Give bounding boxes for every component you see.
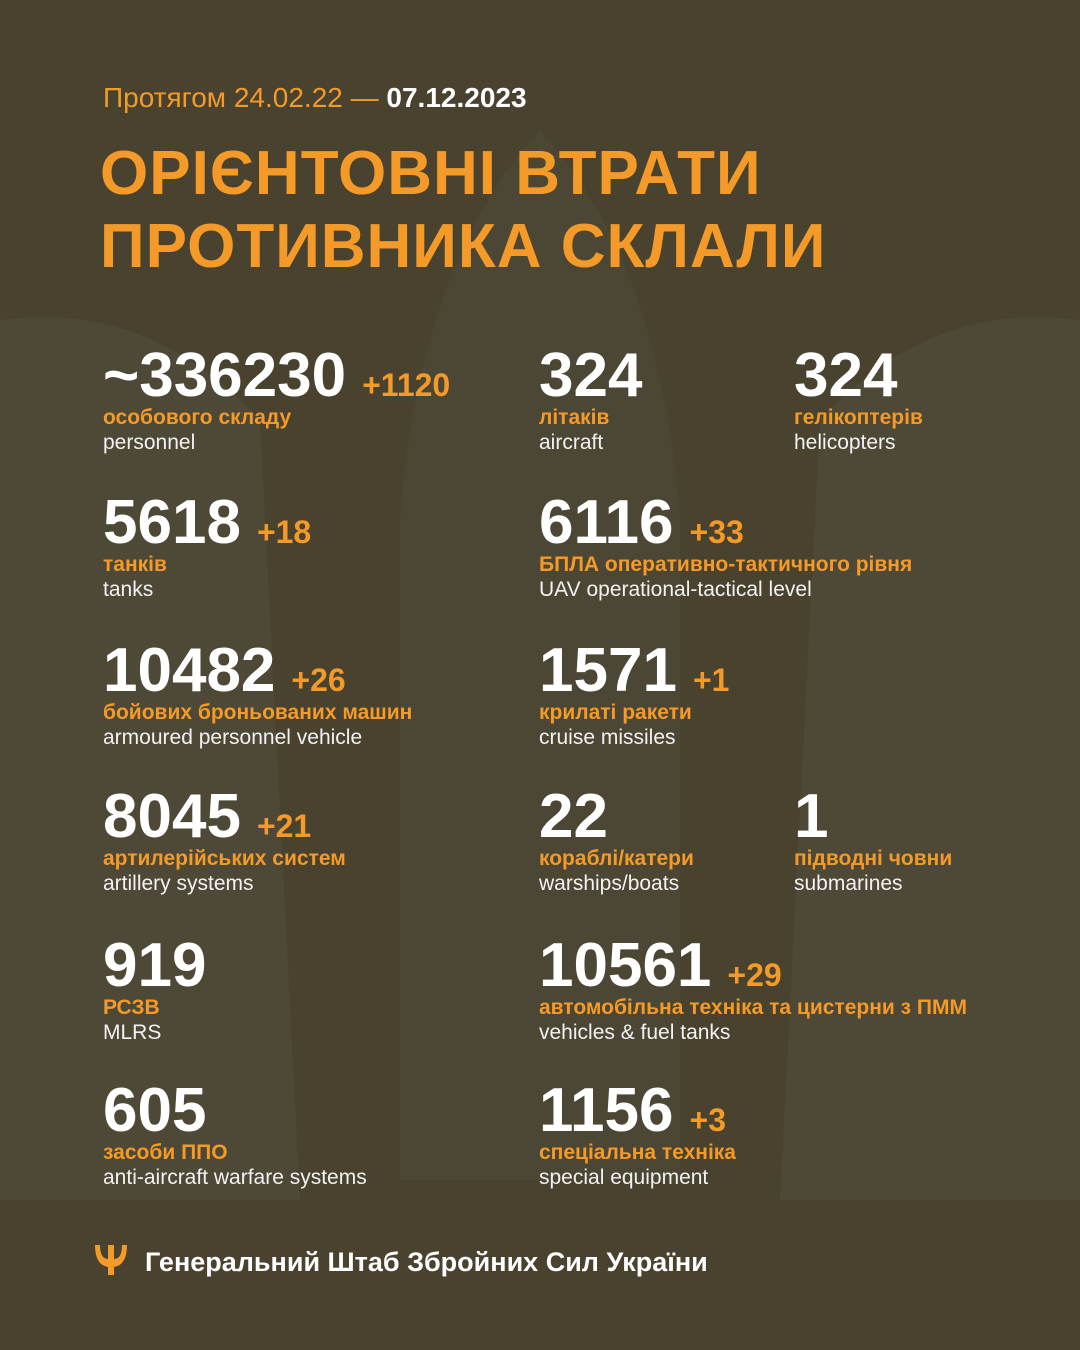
delta: +18 [256,514,312,550]
label-en: anti-aircraft warfare systems [103,1166,367,1189]
delta: +29 [727,957,782,993]
value: 10561 [539,931,712,1000]
label-uk: спеціальна техніка [539,1141,736,1164]
label-uk: РСЗВ [103,996,160,1019]
value: 22 [539,782,608,851]
label-en: aircraft [539,431,604,454]
label-en: artillery systems [103,872,254,895]
label-en: warships/boats [539,872,680,895]
label-en: tanks [103,578,154,601]
value-row: 324 [539,345,642,407]
delta: +21 [256,808,312,844]
label-uk: БПЛА оперативно-тактичного рівня [539,553,913,576]
label-uk: гелікоптерів [794,406,923,429]
label-en: vehicles & fuel tanks [539,1021,731,1044]
value-row: 324 [794,345,897,407]
value-row: 919 [103,935,206,997]
value-row: 605 [103,1080,206,1142]
label-en: cruise missiles [539,726,676,749]
value: ~336230 [103,341,347,410]
delta: +3 [689,1102,726,1138]
value-row: 6116 +33 [539,492,744,554]
value-row: 10482 +26 [103,640,346,702]
value: 919 [103,931,207,1000]
value-row: 22 [539,786,608,848]
label-uk: бойових броньованих машин [103,701,413,724]
label-en: UAV operational-tactical level [539,578,812,601]
value-row: 1571 +1 [539,640,729,702]
value-row: 8045 +21 [103,786,311,848]
label-uk: автомобільна техніка та цистерни з ПММ [539,996,967,1019]
label-en: MLRS [103,1021,162,1044]
label-en: submarines [794,872,903,895]
value: 324 [539,341,643,410]
value: 5618 [103,488,241,557]
value-row: ~336230 +1120 [103,345,450,407]
label-en: armoured personnel vehicle [103,726,363,749]
delta: +33 [689,514,744,550]
delta: +1120 [362,367,451,403]
value-row: 1 [794,786,828,848]
label-uk: підводні човни [794,847,953,870]
title-line: ОРІЄНТОВНІ ВТРАТИ [100,139,762,208]
delta: +26 [291,662,346,698]
value: 605 [103,1076,207,1145]
title-line: ПРОТИВНИКА СКЛАЛИ [100,212,827,281]
value: 10482 [103,636,276,705]
label-en: special equipment [539,1166,709,1189]
label-en: helicopters [794,431,896,454]
delta: +1 [692,662,730,698]
label-uk: засоби ППО [103,1141,228,1164]
label-uk: особового складу [103,406,292,429]
period-text: Протягом 24.02.22 — [103,82,379,113]
value-row: 5618 +18 [103,492,311,554]
value: 1 [794,782,829,851]
footer: Генеральний Штаб Збройних Сил України [145,1247,708,1277]
value-row: 10561 +29 [539,935,782,997]
label-en: personnel [103,431,196,454]
label-uk: кораблі/катери [539,847,694,870]
value: 8045 [103,782,241,851]
period: Протягом 24.02.22 — 07.12.2023 [103,82,527,114]
value-row: 1156 +3 [539,1080,726,1142]
value: 6116 [539,488,674,557]
value: 1156 [539,1076,674,1145]
value: 324 [794,341,898,410]
label-uk: літаків [539,406,610,429]
label-uk: танків [103,553,167,576]
label-uk: артилерійських систем [103,847,346,870]
label-uk: крилаті ракети [539,701,692,724]
date: 07.12.2023 [386,82,527,113]
value: 1571 [539,636,677,705]
